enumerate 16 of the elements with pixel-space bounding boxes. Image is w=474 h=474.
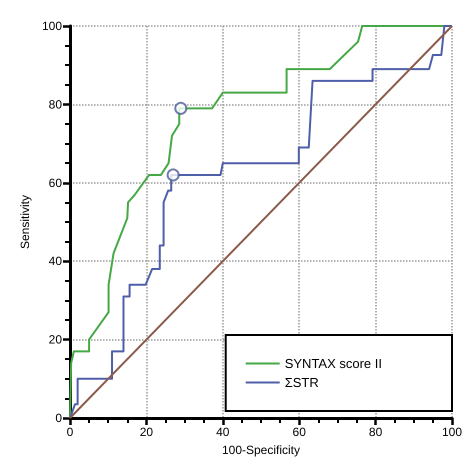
y-tick-label: 0 (55, 411, 62, 425)
x-tick-label: 100 (442, 425, 462, 439)
y-tick-label: 100 (42, 19, 62, 33)
y-axis-title: Sensitivity (18, 194, 32, 250)
y-tick-label: 80 (48, 97, 62, 112)
x-tick-label: 20 (140, 425, 154, 439)
x-tick-label: 80 (368, 425, 383, 439)
x-tick-label: 0 (66, 425, 74, 439)
y-tick-label: 40 (48, 254, 62, 268)
y-tick-label: 20 (48, 332, 62, 347)
legend-label: SYNTAX score II (284, 356, 382, 371)
x-tick-label: 40 (216, 425, 230, 439)
x-tick-label: 60 (292, 425, 306, 439)
legend-label: ΣSTR (284, 375, 319, 390)
y-tick-label: 60 (48, 176, 62, 190)
x-axis-title: 100-Specificity (222, 443, 300, 457)
